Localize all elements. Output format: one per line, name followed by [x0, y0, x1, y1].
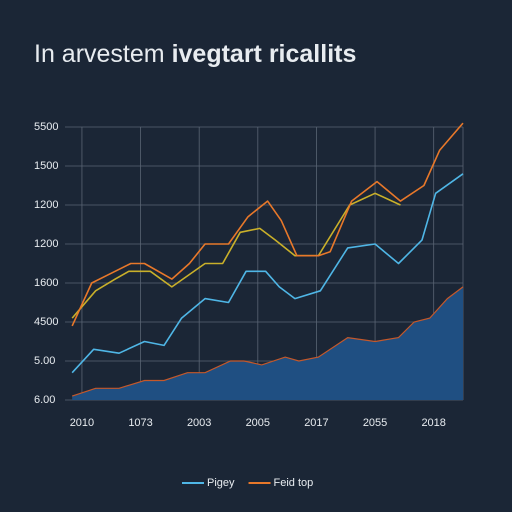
line	[71, 192, 401, 319]
legend-label: Feid top	[274, 477, 314, 489]
y-tick-label: 5500	[34, 121, 58, 133]
chart-title: In arvestem ivegtart ricallits	[34, 40, 356, 68]
legend-label: Pigey	[207, 477, 235, 489]
title-part: ivegtart ricallits	[172, 40, 357, 68]
x-tick-label: 1073	[128, 417, 152, 429]
area-edge	[71, 286, 464, 397]
x-tick-label: 2003	[187, 417, 211, 429]
x-tick-label: 2018	[421, 417, 445, 429]
y-tick-label: 5.00	[34, 355, 55, 367]
line	[71, 122, 464, 327]
y-tick-label: 1600	[34, 277, 58, 289]
y-tick-label: 1500	[34, 160, 58, 172]
line	[71, 173, 464, 374]
y-tick-label: 4500	[34, 316, 58, 328]
x-tick-label: 2010	[70, 417, 94, 429]
area	[72, 286, 464, 400]
x-tick-label: 2005	[246, 417, 270, 429]
y-tick-label: 1200	[34, 199, 58, 211]
x-tick-label: 2055	[363, 417, 387, 429]
x-tick-label: 2017	[304, 417, 328, 429]
y-tick-label: 6.00	[34, 394, 55, 406]
title-part: In arvestem	[34, 40, 165, 68]
y-tick-label: 1200	[34, 238, 58, 250]
